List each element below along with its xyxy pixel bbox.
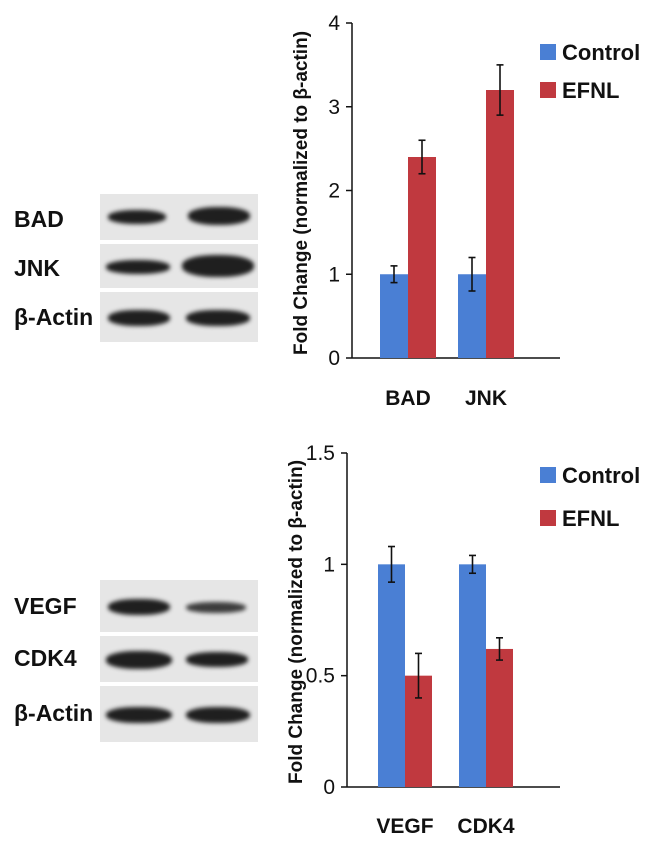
bar-vegf-control [378,564,405,787]
legend-label-control: Control [562,40,640,65]
blot-strip-bad [100,194,258,240]
band-bad-control [108,210,166,224]
blot-strip-vegf [100,580,258,632]
legend-swatch-efnl [540,510,556,526]
legend: Control EFNL [540,463,640,531]
legend-swatch-efnl [540,82,556,98]
bar-cdk4-efnl [486,648,513,787]
y-tick-label: 2 [328,180,340,203]
band-jnk-efnl [182,255,254,277]
y-tick-label: 0.5 [306,665,335,688]
bar-chart-top: Fold Change (normalized to β-actin) 0 1 2 3… [291,12,640,410]
blot-label-vegf: VEGF [14,593,77,619]
y-tick-label: 4 [328,12,340,35]
x-category-label: JNK [465,387,507,410]
blot-label-beta-actin: β-Actin [14,700,94,726]
y-axis-label: Fold Change (normalized to β-actin) [286,460,307,784]
y-tick-label: 0 [328,347,340,370]
bar-bad-efnl [408,157,436,358]
y-axis-label: Fold Change (normalized to β-actin) [291,31,312,355]
band-actin-efnl [186,310,250,326]
bar-cdk4-control [459,564,486,787]
blot-label-beta-actin: β-Actin [14,304,94,330]
blot-label-cdk4: CDK4 [14,645,77,671]
blot-strip-beta-actin [100,292,258,342]
legend-label-control: Control [562,463,640,488]
legend-label-efnl: EFNL [562,78,619,103]
legend: Control EFNL [540,40,640,103]
blot-label-jnk: JNK [14,255,61,281]
blot-strip-jnk [100,244,258,288]
y-tick-label: 3 [328,96,340,119]
legend-label-efnl: EFNL [562,506,619,531]
blot-label-bad: BAD [14,206,64,232]
x-category-label: CDK4 [457,815,514,838]
y-tick-label: 1.5 [306,442,335,465]
legend-swatch-control [540,467,556,483]
band-cdk4-control [106,651,172,669]
band-bad-efnl [188,207,250,225]
band-vegf-control [108,599,170,615]
bar-bad-control [380,274,408,358]
legend-swatch-control [540,44,556,60]
blot-strip-cdk4 [100,636,258,682]
bar-chart-bottom: Fold Change (normalized to β-actin) 0 0.5… [286,442,640,838]
blot-strip-beta-actin [100,686,258,742]
y-tick-label: 1 [328,263,340,286]
band-actin-control [108,310,170,326]
band-actin-efnl [186,707,250,723]
bar-jnk-efnl [486,90,514,358]
x-category-label: BAD [385,387,431,410]
band-jnk-control [106,260,170,274]
y-tick-label: 1 [323,553,335,576]
band-cdk4-efnl [186,652,248,667]
x-category-label: VEGF [376,815,433,838]
y-tick-label: 0 [323,776,335,799]
band-vegf-efnl [186,602,246,613]
band-actin-control [106,707,172,723]
